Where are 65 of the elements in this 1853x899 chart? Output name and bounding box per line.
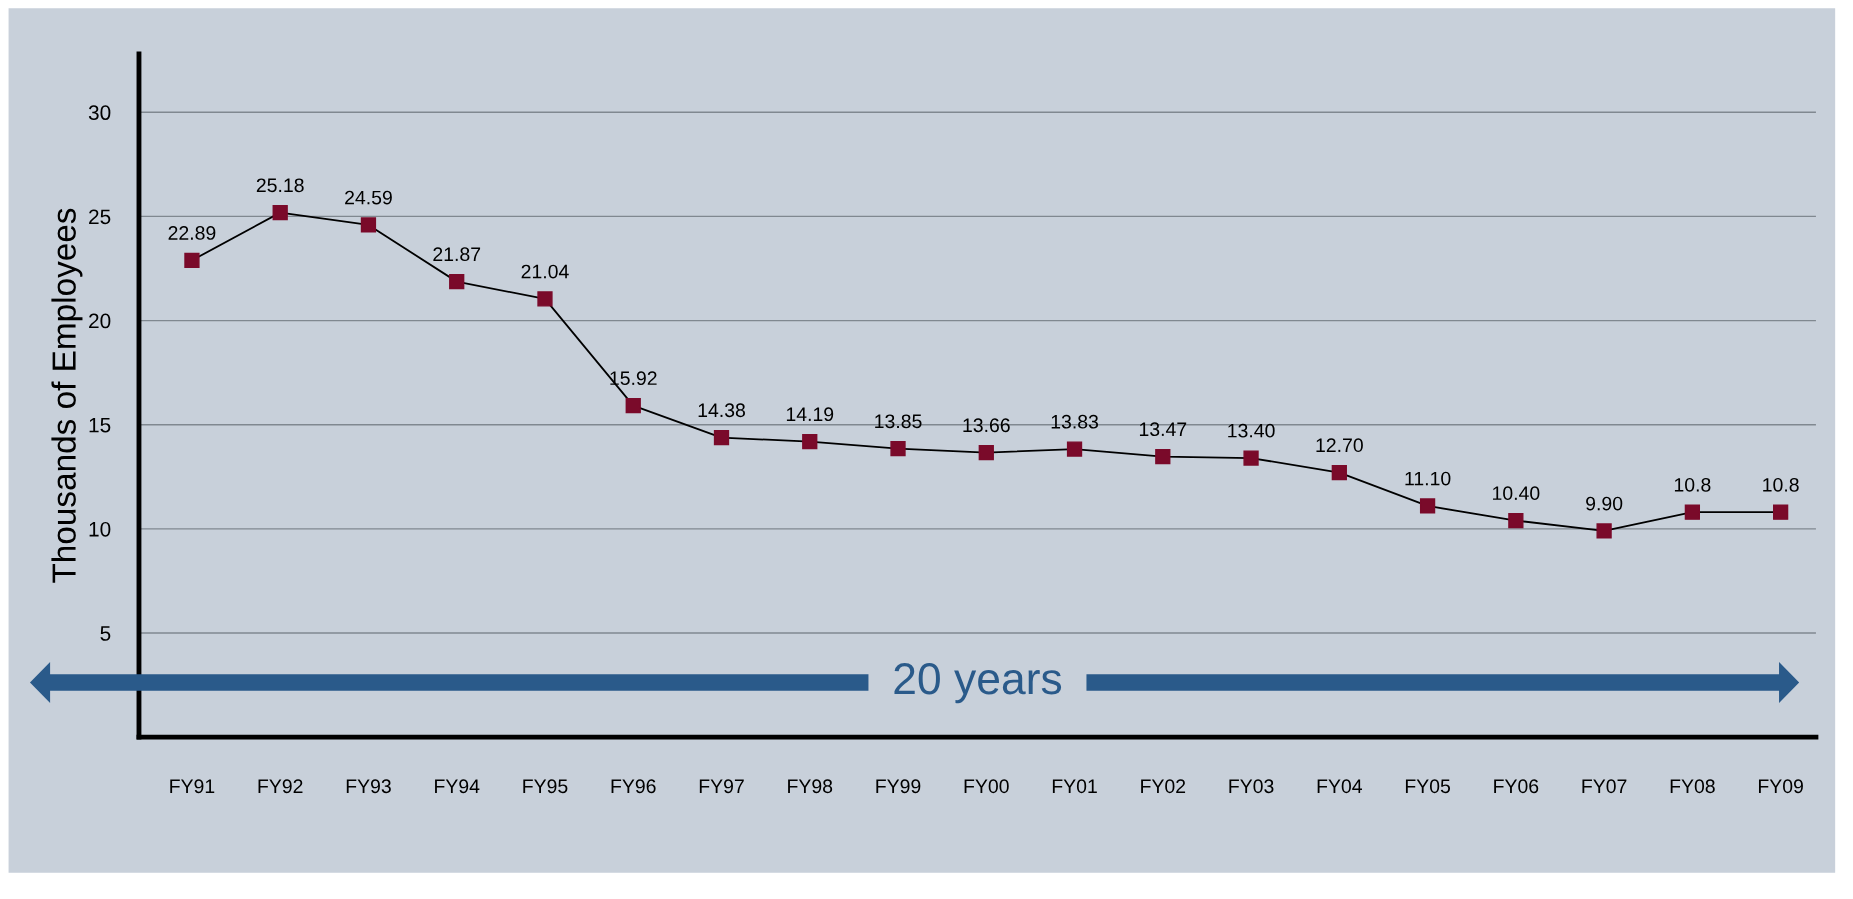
point <box>1331 464 1347 481</box>
x-tick-label: FY91 <box>170 779 215 794</box>
y-tick-label: 25 <box>89 209 111 225</box>
x-tick-label: FY99 <box>876 779 921 794</box>
x-tick-label: FY97 <box>699 779 744 794</box>
x-tick-label: FY06 <box>1494 779 1539 794</box>
point <box>360 217 377 233</box>
data-label: 13.66 <box>963 418 1010 433</box>
annotation: 20 years <box>894 662 1062 704</box>
data-label: 9.90 <box>1586 496 1623 511</box>
point <box>713 429 730 446</box>
point <box>978 444 994 461</box>
x-tick-label: FY94 <box>435 779 480 794</box>
x-tick-label: FY03 <box>1229 779 1274 794</box>
x-tick-label: FY92 <box>258 779 303 794</box>
data-label: 10.40 <box>1493 486 1540 501</box>
point <box>1684 504 1701 520</box>
point <box>1419 498 1436 514</box>
data-label: 25.18 <box>256 178 304 193</box>
x-tick-label: FY05 <box>1405 779 1451 794</box>
y-tick-label: 10 <box>89 521 111 537</box>
x-tick-label: FY01 <box>1052 779 1097 794</box>
point <box>272 205 288 221</box>
data-label: 10.8 <box>1763 477 1799 492</box>
point <box>890 441 906 457</box>
x-tick-label: FY93 <box>346 779 391 794</box>
point <box>449 273 465 290</box>
data-label: 24.59 <box>345 190 392 205</box>
data-label: 10.8 <box>1674 477 1711 492</box>
data-label: 12.70 <box>1316 438 1363 453</box>
data-label: 13.40 <box>1228 423 1275 438</box>
y-tick-label: 30 <box>88 105 111 121</box>
point <box>625 397 641 414</box>
point <box>184 252 200 269</box>
data-label: 14.38 <box>698 403 745 418</box>
point <box>1155 448 1171 465</box>
y-tick-label: 15 <box>89 417 111 433</box>
data-label: 21.04 <box>521 264 569 279</box>
x-tick-label: FY04 <box>1317 779 1362 794</box>
point <box>802 433 818 450</box>
x-tick-label: FY09 <box>1758 779 1803 794</box>
point <box>1508 512 1524 529</box>
x-tick-label: FY07 <box>1582 779 1627 794</box>
point <box>1772 504 1789 520</box>
y-axis-title: Thousands of Employees <box>51 208 83 583</box>
point <box>1596 523 1612 539</box>
data-label: 13.83 <box>1051 414 1099 429</box>
x-tick-label: FY95 <box>523 779 568 794</box>
data-label: 13.85 <box>875 414 922 429</box>
y-tick-label: 20 <box>89 313 111 329</box>
data-label: 13.47 <box>1139 422 1187 437</box>
data-label: 11.10 <box>1405 471 1451 486</box>
data-label: 22.89 <box>168 226 216 240</box>
x-tick-label: FY08 <box>1670 779 1715 794</box>
point <box>1243 450 1259 466</box>
x-tick-label: FY00 <box>964 779 1009 794</box>
x-tick-label: FY98 <box>788 779 833 794</box>
point <box>537 291 553 307</box>
x-tick-label: FY96 <box>611 779 656 794</box>
data-label: 14.19 <box>786 407 834 422</box>
x-tick-label: FY02 <box>1141 779 1186 794</box>
data-label: 15.92 <box>610 371 657 386</box>
data-label: 21.87 <box>433 247 481 262</box>
point <box>1066 441 1083 457</box>
y-tick-label: 5 <box>100 626 111 641</box>
